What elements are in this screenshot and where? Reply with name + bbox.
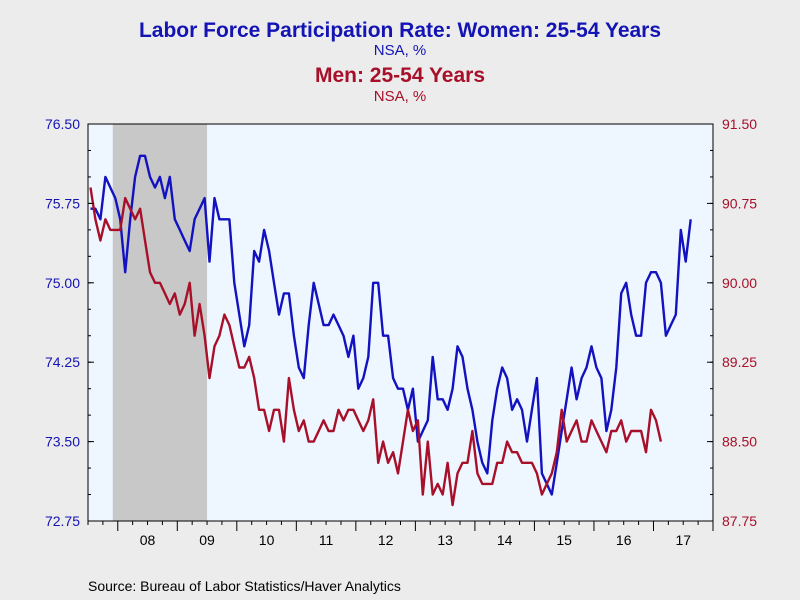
y-tick-label-right: 89.25: [722, 354, 757, 370]
units-women: NSA, %: [373, 42, 427, 59]
y-tick-label-left: 76.50: [45, 116, 80, 132]
y-tick-label-left: 72.75: [45, 513, 80, 529]
chart-title-men: Men: 25-54 Years: [314, 64, 486, 87]
series-line-men: [89, 187, 663, 507]
recession-shading: [112, 124, 208, 521]
chart-title-women: Labor Force Participation Rate: Women: 2…: [138, 19, 662, 42]
y-tick-label-right: 88.50: [722, 434, 757, 450]
units-men: NSA, %: [373, 88, 427, 105]
y-tick-label-left: 74.25: [45, 354, 80, 370]
y-tick-label-right: 87.75: [722, 513, 757, 529]
x-tick-label: 14: [497, 532, 513, 548]
x-tick-label: 16: [616, 532, 632, 548]
x-tick-label: 11: [319, 532, 334, 548]
x-tick-label: 13: [437, 532, 453, 548]
x-tick-label: 08: [140, 532, 156, 548]
y-tick-label-right: 91.50: [722, 116, 757, 132]
y-tick-label-left: 73.50: [45, 434, 80, 450]
y-tick-label-left: 75.00: [45, 275, 80, 291]
y-tick-label-right: 90.00: [722, 275, 757, 291]
source-note: Source: Bureau of Labor Statistics/Haver…: [88, 578, 401, 594]
series-line-women: [90, 154, 692, 496]
x-tick-label: 15: [556, 532, 572, 548]
x-tick-label: 12: [378, 532, 394, 548]
x-tick-label: 09: [199, 532, 215, 548]
y-tick-label-right: 90.75: [722, 195, 757, 211]
x-tick-label: 17: [675, 532, 691, 548]
x-tick-label: 10: [259, 532, 275, 548]
y-tick-label-left: 75.75: [45, 195, 80, 211]
